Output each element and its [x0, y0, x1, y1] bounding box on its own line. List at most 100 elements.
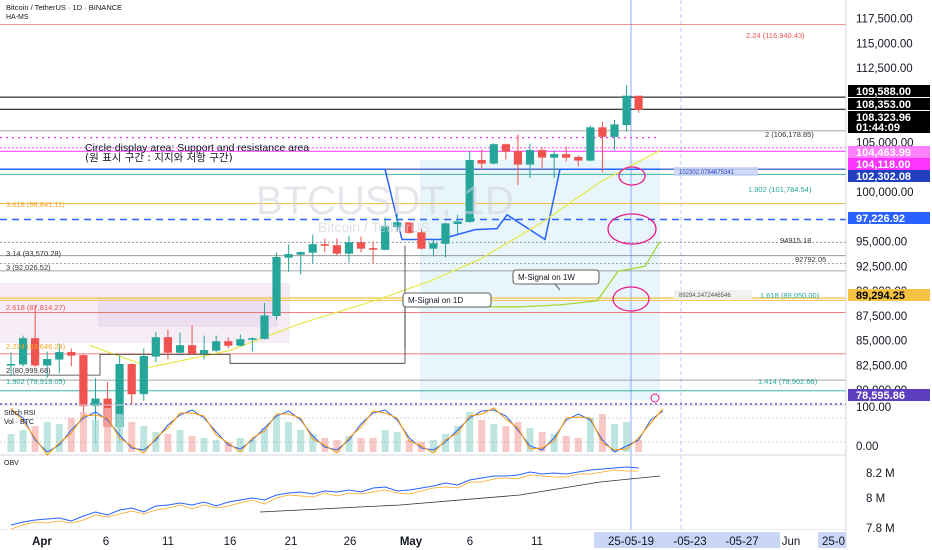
price-tag-bg-3 [848, 121, 930, 133]
volume-bar-7 [92, 420, 99, 452]
time-label-1: 6 [103, 536, 109, 548]
price-tick-12: 82,500.00 [856, 360, 907, 372]
volume-bar-9 [116, 414, 124, 452]
price-tick-6: 100,000.00 [856, 187, 914, 199]
volume-bar-39 [478, 420, 486, 452]
time-highlight-0: 25-05-19 [608, 536, 654, 548]
price-tag-bg-9 [848, 389, 930, 401]
time-edge-label: 25-0 [822, 536, 845, 548]
msignal-1d-callout: M-Signal on 1D [402, 292, 492, 348]
obv-tick-2: 7.8 M [866, 523, 895, 535]
candle-04-10 [127, 363, 136, 405]
price-tick-7: 95,000.00 [856, 237, 907, 249]
candle-body [332, 245, 342, 254]
candle-body [139, 355, 148, 395]
candle-05-20 [610, 119, 619, 151]
candle-body [6, 363, 16, 366]
candle-05-05 [429, 239, 438, 257]
candle-body [562, 154, 571, 158]
candle-body [163, 337, 173, 353]
candle-body [320, 244, 329, 246]
volume-bar-30 [369, 438, 377, 452]
volume-bar-11 [140, 426, 148, 452]
candle-04-27 [332, 238, 342, 256]
fib-label-224: 2.24 (116,940.43) [746, 31, 805, 40]
price-tick-8: 92,500.00 [856, 261, 907, 273]
obv-tick-1: 8 M [866, 493, 885, 505]
price-tag-4: 104,463.99 [856, 147, 911, 159]
level-label-102302: 102302.0784675341 [679, 170, 735, 176]
candle-body [224, 341, 233, 346]
candle-body [598, 127, 607, 137]
time-label-7: 6 [467, 536, 473, 548]
candle-05-11 [501, 143, 511, 160]
candle-body [79, 355, 88, 407]
indicator-lines [0, 149, 661, 376]
candle-04-12 [151, 331, 160, 363]
volume-bar-3 [43, 422, 51, 452]
candle-body [489, 144, 498, 164]
candle-body [574, 157, 583, 161]
obv-label: OBV [4, 460, 19, 467]
candle-04-19 [236, 334, 245, 347]
candle-body [417, 232, 426, 249]
time-label-0: Apr [32, 536, 52, 548]
time-label-4: 21 [285, 536, 298, 548]
candle-05-02 [393, 212, 402, 232]
msignal-1d-line [0, 168, 660, 241]
volume-bar-42 [514, 422, 522, 452]
volume-bar-36 [442, 434, 449, 452]
candle-body [429, 243, 438, 249]
candle-body [43, 358, 52, 366]
stoch-d-line [10, 407, 664, 456]
level-label-89294: 89294.2472446546 [679, 293, 731, 299]
price-tick-1: 117,500.00 [856, 14, 913, 26]
candle-body [212, 341, 221, 351]
candle-05-16 [562, 146, 571, 162]
time-axis[interactable]: Apr 6 11 16 21 26 May 6 11 Jun 25-05-19 -05-23 -05-2… [0, 530, 846, 550]
price-tag-1: 108,353.00 [856, 99, 911, 111]
volume-bar-37 [454, 426, 462, 452]
candle-body [381, 226, 390, 250]
volume-bar-19 [236, 438, 244, 452]
candle-body [356, 242, 366, 249]
watermark-name: Bitcoin / TetherUS [318, 219, 430, 235]
candle-05-04 [417, 228, 426, 250]
candle-body [272, 256, 281, 316]
price-tick-11: 85,000.00 [856, 336, 907, 348]
candle-body [296, 252, 305, 255]
volume-profile-band-2 [98, 297, 278, 327]
candle-body [200, 350, 209, 354]
stoch-tick-1: 0.00 [856, 441, 878, 453]
price-tag-bg-0 [848, 85, 930, 97]
time-highlight-bg [594, 532, 780, 548]
candle-body [513, 151, 522, 165]
volume-bar-27 [333, 440, 341, 452]
price-tick-2: 115,000.00 [856, 39, 913, 51]
candle-body [405, 222, 414, 233]
candle-05-10 [489, 143, 498, 165]
candle-04-16 [200, 335, 209, 360]
stoch-rsi-panel [0, 407, 846, 456]
candle-05-15 [550, 150, 559, 179]
candle-05-08 [465, 151, 474, 223]
volume-bar-48 [586, 418, 594, 452]
time-highlight-1: -05-23 [673, 536, 706, 548]
volume-bar-24 [297, 430, 305, 452]
price-tag-bg-6 [848, 170, 930, 182]
time-label-2: 11 [162, 536, 174, 548]
candle-04-18 [224, 337, 233, 349]
volume-bar-18 [224, 442, 232, 452]
price-tag-3: 01:44:09 [856, 122, 900, 134]
volume-bar-38 [466, 412, 474, 452]
obv-panel [10, 466, 661, 530]
price-axis[interactable]: 120,000.00 117,500.00 115,000.00 112,500.00… [845, 0, 932, 550]
candle-body [188, 345, 197, 354]
price-tag-bg-7 [848, 212, 930, 224]
time-edge-bg [818, 532, 846, 548]
candle-body [175, 345, 185, 353]
volume-bar-35 [429, 440, 437, 452]
fib-label-314: 3.14 (93,570.28) [6, 249, 62, 258]
candle-body [501, 144, 511, 152]
fib-label-1618: 1.618 (89,050.00) [760, 291, 820, 300]
